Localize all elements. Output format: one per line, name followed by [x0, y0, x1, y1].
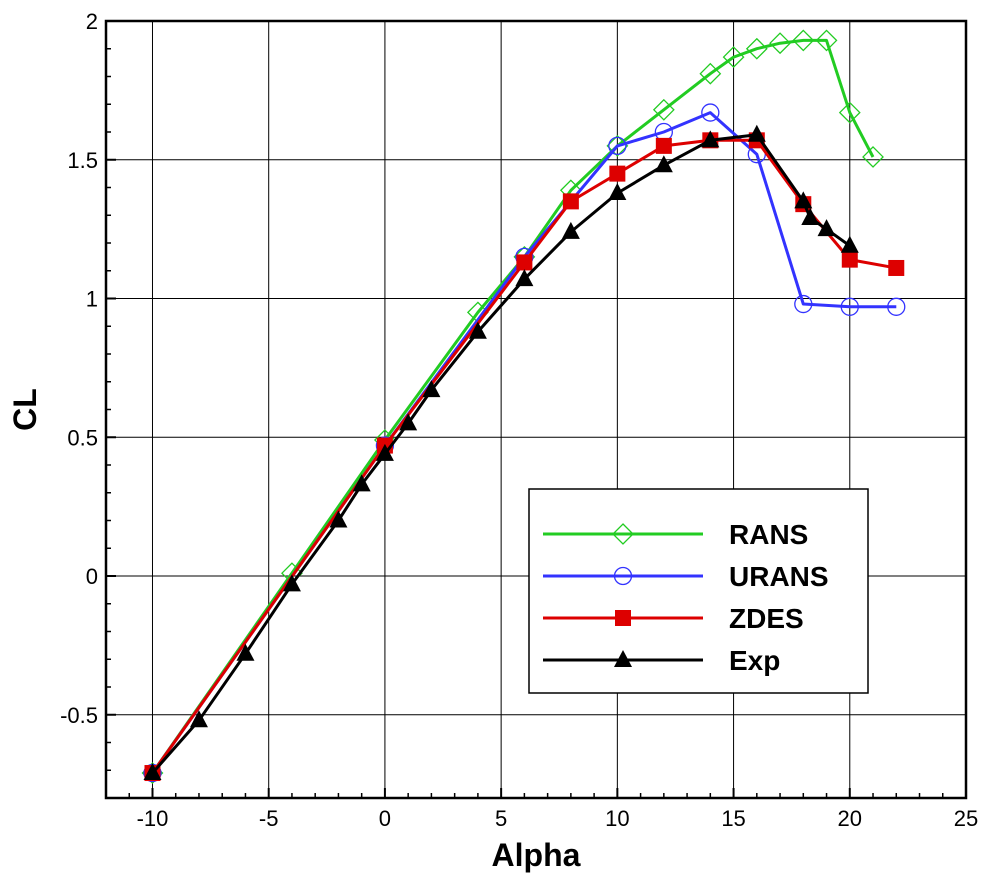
point-exp	[422, 380, 441, 398]
x-tick-label: 0	[379, 806, 391, 831]
data-series	[141, 29, 906, 784]
point-exp	[189, 710, 208, 728]
y-tick-label: -0.5	[60, 703, 98, 728]
series-line-urans	[151, 111, 897, 774]
legend-marker-urans	[613, 566, 633, 586]
point-rans	[792, 29, 815, 52]
legend-label-rans: RANS	[729, 519, 808, 550]
x-tick-label: -10	[137, 806, 169, 831]
point-urans	[701, 103, 720, 122]
y-tick-label: 1	[86, 287, 98, 312]
y-tick-label: 0.5	[67, 425, 98, 450]
point-exp	[747, 124, 766, 142]
point-exp	[282, 574, 301, 592]
plot-frame	[104, 19, 968, 800]
point-rans	[769, 32, 791, 55]
point-rans	[652, 98, 675, 121]
legend-label-zdes: ZDES	[729, 603, 804, 634]
point-rans	[699, 62, 722, 85]
point-rans	[815, 29, 838, 52]
point-zdes	[562, 193, 579, 210]
point-urans	[840, 297, 859, 316]
point-exp	[329, 510, 348, 528]
series-line-rans	[151, 38, 875, 774]
x-tick-label: 15	[721, 806, 745, 831]
x-axis-title: Alpha	[492, 837, 581, 873]
point-exp	[375, 443, 394, 461]
point-rans	[862, 146, 884, 168]
x-tick-label: 10	[605, 806, 629, 831]
series-line-exp	[151, 133, 851, 774]
point-exp	[701, 130, 720, 148]
y-tick-label: 2	[86, 9, 98, 34]
legend-marker-exp	[614, 650, 632, 667]
point-zdes	[888, 259, 905, 276]
point-exp	[608, 183, 627, 201]
legend-label-exp: Exp	[729, 645, 780, 676]
point-exp	[352, 474, 371, 492]
y-axis-title: CL	[7, 388, 43, 431]
point-exp	[399, 413, 418, 431]
point-rans	[722, 46, 745, 68]
point-exp	[801, 208, 820, 226]
point-exp	[561, 221, 580, 239]
point-urans	[794, 294, 813, 314]
point-exp	[794, 191, 813, 209]
legend-marker-zdes	[615, 610, 631, 626]
point-zdes	[655, 137, 672, 154]
point-exp	[840, 235, 859, 253]
x-tick-label: 25	[954, 806, 978, 831]
point-zdes	[516, 254, 533, 271]
point-urans	[887, 297, 906, 316]
series-exp	[143, 124, 859, 781]
grid-lines	[106, 21, 966, 798]
legend: RANS URANS ZDES Exp	[528, 488, 869, 694]
point-rans	[838, 101, 861, 124]
point-exp	[654, 155, 673, 173]
x-tick-label: 5	[495, 806, 507, 831]
point-zdes	[841, 251, 858, 268]
x-tick-label: -5	[259, 806, 279, 831]
legend-marker-rans	[612, 523, 634, 545]
point-exp	[236, 643, 255, 661]
point-rans	[745, 37, 768, 60]
point-urans	[608, 136, 627, 156]
legend-label-urans: URANS	[729, 561, 829, 592]
x-tick-label: 20	[838, 806, 862, 831]
point-exp	[817, 219, 836, 237]
point-exp	[143, 763, 162, 781]
tick-labels: -10 -5 0 5 10 15 20 25 -0.5 0 0.5 1 1.5 2	[60, 9, 978, 831]
y-tick-label: 0	[86, 564, 98, 589]
point-exp	[515, 269, 534, 287]
y-tick-label: 1.5	[67, 148, 98, 173]
point-zdes	[609, 165, 626, 182]
point-exp	[468, 321, 487, 339]
